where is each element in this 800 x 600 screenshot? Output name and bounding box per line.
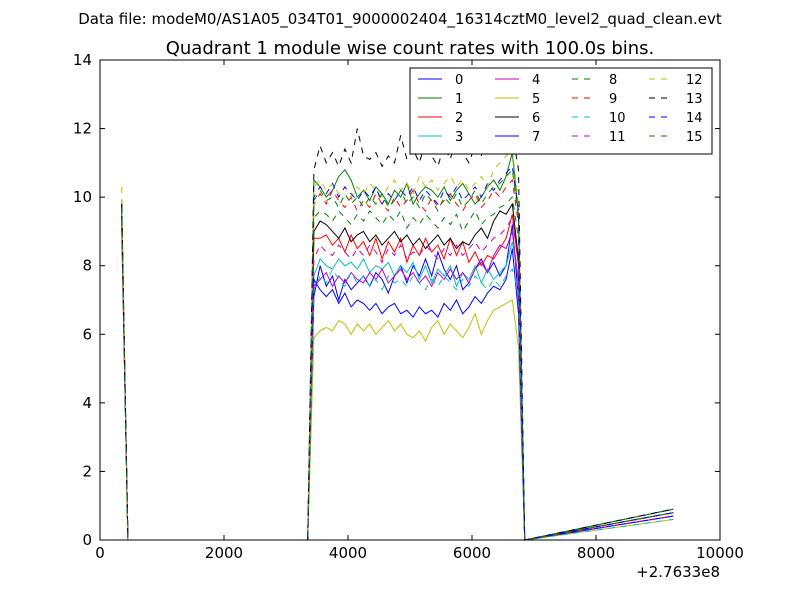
series-line-1 bbox=[121, 152, 674, 541]
x-offset-label: +2.7633e8 bbox=[636, 563, 720, 581]
legend-label-5: 5 bbox=[532, 92, 540, 107]
legend-label-2: 2 bbox=[455, 111, 463, 126]
series-line-8 bbox=[121, 195, 674, 541]
x-tick-label: 8000 bbox=[577, 544, 615, 562]
legend-label-15: 15 bbox=[686, 130, 703, 145]
y-tick-label: 8 bbox=[82, 257, 92, 275]
legend-box bbox=[409, 67, 713, 155]
y-tick-label: 4 bbox=[82, 394, 92, 412]
series-line-11 bbox=[121, 214, 674, 541]
plot-frame bbox=[99, 59, 721, 541]
series-line-14 bbox=[121, 165, 674, 541]
series-line-0 bbox=[121, 210, 674, 541]
series-line-7 bbox=[121, 217, 674, 541]
plot-series bbox=[121, 124, 674, 541]
legend-label-7: 7 bbox=[532, 130, 540, 145]
legend-label-1: 1 bbox=[455, 92, 463, 107]
series-line-15 bbox=[121, 168, 674, 541]
series-line-10 bbox=[121, 210, 674, 541]
legend-label-12: 12 bbox=[686, 73, 703, 88]
x-tick-label: 0 bbox=[95, 544, 105, 562]
series-line-6 bbox=[121, 202, 674, 541]
series-line-4 bbox=[121, 221, 674, 541]
legend-label-11: 11 bbox=[609, 130, 626, 145]
legend-label-4: 4 bbox=[532, 73, 540, 88]
x-tick-label: 10000 bbox=[696, 544, 744, 562]
legend-label-13: 13 bbox=[686, 92, 703, 107]
figure-suptitle: Data file: modeM0/AS1A05_034T01_90000024… bbox=[78, 10, 722, 29]
legend-label-14: 14 bbox=[686, 111, 703, 126]
legend-label-10: 10 bbox=[609, 111, 626, 126]
y-tick-label: 6 bbox=[82, 325, 92, 343]
series-line-9 bbox=[121, 178, 674, 541]
legend-label-3: 3 bbox=[455, 130, 463, 145]
x-tick-label: 4000 bbox=[329, 544, 367, 562]
series-line-12 bbox=[121, 147, 674, 541]
legend-label-6: 6 bbox=[532, 111, 540, 126]
series-line-13 bbox=[121, 124, 674, 541]
chart-title: Quadrant 1 module wise count rates with … bbox=[166, 38, 655, 59]
series-line-2 bbox=[121, 214, 674, 541]
legend-label-8: 8 bbox=[609, 73, 617, 88]
x-tick-label: 2000 bbox=[205, 544, 243, 562]
y-tick-label: 10 bbox=[73, 188, 92, 206]
series-line-3 bbox=[121, 214, 674, 541]
y-tick-label: 14 bbox=[73, 51, 92, 69]
legend-label-0: 0 bbox=[455, 73, 463, 88]
legend-label-9: 9 bbox=[609, 92, 617, 107]
y-tick-label: 12 bbox=[73, 120, 92, 138]
x-tick-label: 6000 bbox=[453, 544, 491, 562]
y-tick-label: 0 bbox=[82, 531, 92, 549]
y-tick-label: 2 bbox=[82, 462, 92, 480]
series-line-5 bbox=[121, 214, 674, 541]
